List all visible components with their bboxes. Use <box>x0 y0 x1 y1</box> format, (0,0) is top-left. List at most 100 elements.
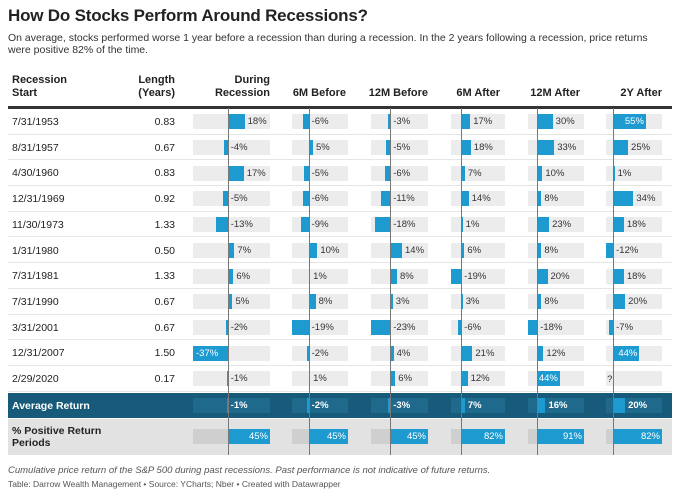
value-label: -6% <box>311 193 329 205</box>
bar-background <box>371 345 428 361</box>
value-label: -6% <box>393 167 411 179</box>
value-bar <box>306 397 309 413</box>
value-bar <box>387 114 391 130</box>
bar-background <box>371 268 428 284</box>
value-label: -1% <box>230 399 248 411</box>
bar-background <box>193 319 270 335</box>
value-label: 34% <box>636 193 656 205</box>
value-label: -18% <box>393 219 416 231</box>
value-bar <box>390 294 393 310</box>
value-label: -19% <box>311 321 334 333</box>
recession-length: 1.50 <box>154 347 175 360</box>
value-label: 23% <box>552 219 572 231</box>
value-label: 10% <box>545 167 565 179</box>
recession-length: 0.83 <box>154 116 175 128</box>
value-label: -2% <box>230 321 248 333</box>
value-bar <box>226 371 229 387</box>
value-bar <box>608 319 614 335</box>
value-bar <box>371 319 391 335</box>
value-bar <box>306 345 309 361</box>
value-label: 12% <box>470 373 490 385</box>
recession-start: 7/31/1981 <box>12 270 59 283</box>
value-label: 33% <box>557 142 577 154</box>
value-label: 12% <box>546 347 566 359</box>
value-bar <box>537 114 553 130</box>
value-bar <box>606 242 614 258</box>
table-row <box>8 315 672 341</box>
value-label: 44% <box>538 373 558 385</box>
zero-axis-line <box>308 108 310 455</box>
bar-background <box>193 397 270 413</box>
value-label: 14% <box>471 193 491 205</box>
value-label: 18% <box>473 142 493 154</box>
recession-start: 8/31/1957 <box>12 141 59 154</box>
recession-length: 1.33 <box>154 218 175 231</box>
value-bar <box>227 165 244 181</box>
value-label: -2% <box>311 399 329 411</box>
table-row <box>8 186 672 212</box>
value-label: 5% <box>235 296 250 308</box>
bar-background <box>292 140 348 156</box>
bar-background <box>371 294 428 310</box>
header-divider <box>8 106 672 109</box>
value-label: 3% <box>465 296 480 308</box>
value-label: -12% <box>616 244 639 256</box>
bar-background <box>193 140 270 156</box>
value-bar <box>304 165 309 181</box>
recession-length: 0.67 <box>154 295 175 308</box>
value-bar <box>308 140 313 156</box>
value-bar <box>227 242 235 258</box>
value-bar <box>223 191 228 207</box>
value-bar <box>303 191 309 207</box>
bar-background <box>451 242 505 258</box>
value-bar <box>381 191 391 207</box>
bar-background <box>292 397 348 413</box>
value-label: 45% <box>248 431 268 443</box>
value-bar <box>537 397 546 413</box>
recession-start: 11/30/1973 <box>12 218 64 231</box>
value-bar <box>227 268 234 284</box>
value-bar <box>613 397 626 413</box>
value-label: 7% <box>237 244 252 256</box>
table-row <box>8 366 672 392</box>
value-label: 8% <box>399 270 414 282</box>
value-bar <box>613 217 624 233</box>
credit-line: Table: Darrow Wealth Management • Source… <box>8 479 341 489</box>
value-label: -3% <box>393 399 411 411</box>
value-label: -19% <box>464 270 487 282</box>
table-row <box>8 212 672 238</box>
bar-background <box>528 294 584 310</box>
value-bar <box>390 429 428 445</box>
recession-start: 7/31/1990 <box>12 295 59 308</box>
value-bar <box>385 165 391 181</box>
value-label: 17% <box>246 167 266 179</box>
value-label: 1% <box>313 373 327 385</box>
value-bar <box>386 140 391 156</box>
footnote: Cumulative price return of the S&P 500 d… <box>8 465 491 476</box>
recession-length: 0.17 <box>154 373 175 385</box>
bar-background <box>606 371 662 387</box>
value-bar <box>215 217 228 233</box>
value-bar <box>223 140 228 156</box>
bar-background <box>606 242 662 258</box>
bar-background <box>606 165 662 181</box>
value-bar <box>537 165 543 181</box>
value-bar <box>461 114 471 130</box>
value-bar <box>226 397 229 413</box>
value-label: 4% <box>396 347 411 359</box>
value-label: 14% <box>405 244 425 256</box>
bar-background <box>451 217 505 233</box>
value-bar <box>613 114 646 130</box>
value-label: 20% <box>550 270 570 282</box>
value-label: -7% <box>616 321 634 333</box>
chart-subtitle: On average, stocks performed worse 1 yea… <box>8 32 648 56</box>
value-bar <box>537 242 542 258</box>
value-bar <box>292 319 309 335</box>
column-header: 2Y After <box>620 87 662 99</box>
value-label: -6% <box>464 321 482 333</box>
value-bar <box>613 191 634 207</box>
value-label: 7% <box>467 399 482 411</box>
bar-background <box>292 371 348 387</box>
value-label: 18% <box>247 116 267 128</box>
value-bar <box>451 268 462 284</box>
